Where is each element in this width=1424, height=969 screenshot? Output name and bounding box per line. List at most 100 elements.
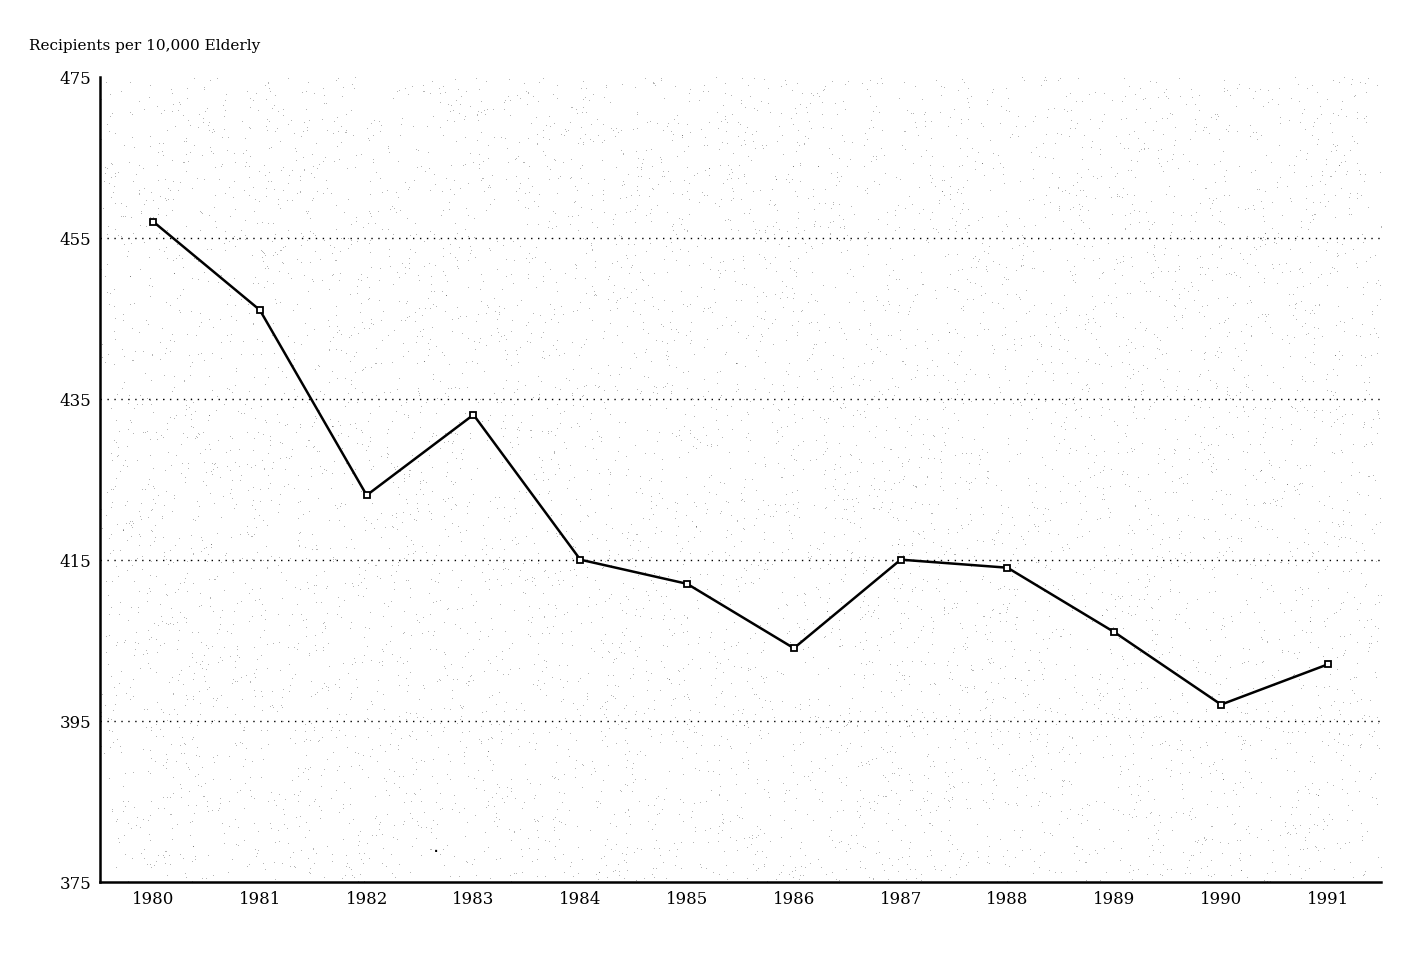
Point: [598, 465, 621, 481]
Point: [1347, 784, 1370, 799]
Point: [1129, 793, 1152, 808]
Point: [953, 222, 975, 237]
Point: [1136, 467, 1159, 483]
Point: [1269, 116, 1292, 132]
Point: [400, 627, 423, 642]
Point: [245, 662, 268, 677]
Point: [866, 598, 889, 613]
Point: [420, 269, 443, 285]
Point: [1350, 536, 1373, 551]
Point: [1297, 660, 1320, 675]
Point: [617, 167, 639, 182]
Point: [1149, 815, 1172, 830]
Point: [420, 557, 443, 573]
Point: [812, 83, 834, 99]
Point: [322, 266, 345, 282]
Point: [1142, 239, 1165, 255]
Point: [696, 502, 719, 517]
Point: [611, 624, 634, 640]
Point: [346, 327, 369, 342]
Point: [577, 533, 600, 548]
Point: [782, 159, 805, 174]
Point: [478, 451, 501, 466]
Point: [1153, 241, 1176, 257]
Point: [225, 641, 248, 657]
Point: [951, 179, 974, 195]
Point: [1222, 817, 1245, 832]
Point: [460, 472, 483, 487]
Point: [994, 795, 1017, 810]
Point: [1025, 603, 1048, 618]
Point: [886, 513, 909, 528]
Point: [1011, 761, 1034, 776]
Point: [1367, 621, 1390, 637]
Point: [864, 703, 887, 719]
Point: [685, 519, 708, 535]
Point: [799, 86, 822, 102]
Point: [617, 592, 639, 608]
Point: [649, 317, 672, 332]
Point: [1128, 512, 1151, 527]
Point: [665, 253, 688, 268]
Point: [1304, 786, 1327, 801]
Point: [938, 812, 961, 828]
Point: [1255, 309, 1277, 325]
Point: [725, 357, 748, 372]
Point: [202, 604, 225, 619]
Point: [1230, 325, 1253, 340]
Point: [607, 678, 629, 694]
Point: [373, 385, 396, 400]
Point: [308, 359, 330, 374]
Point: [488, 532, 511, 547]
Point: [665, 564, 688, 579]
Point: [1326, 682, 1349, 698]
Point: [1030, 654, 1052, 670]
Point: [550, 507, 572, 522]
Point: [1294, 179, 1317, 195]
Point: [533, 652, 555, 668]
Point: [881, 510, 904, 525]
Point: [805, 782, 827, 797]
Point: [988, 580, 1011, 596]
Point: [1141, 804, 1163, 820]
Point: [733, 494, 756, 510]
Point: [1276, 477, 1299, 492]
Point: [494, 561, 517, 577]
Point: [1115, 445, 1138, 460]
Point: [580, 360, 602, 376]
Point: [393, 474, 416, 489]
Point: [816, 411, 839, 426]
Point: [1294, 522, 1317, 538]
Point: [382, 829, 404, 845]
Point: [900, 546, 923, 561]
Point: [1183, 124, 1206, 140]
Point: [283, 334, 306, 350]
Point: [1002, 709, 1025, 725]
Point: [500, 636, 523, 651]
Point: [373, 770, 396, 786]
Point: [315, 97, 337, 112]
Point: [219, 309, 242, 325]
Point: [938, 541, 961, 556]
Point: [165, 641, 188, 657]
Point: [437, 389, 460, 404]
Point: [262, 636, 285, 651]
Point: [112, 635, 135, 650]
Point: [1014, 594, 1037, 610]
Point: [271, 690, 293, 705]
Point: [926, 739, 948, 755]
Point: [1250, 306, 1273, 322]
Point: [302, 159, 325, 174]
Point: [1209, 345, 1232, 360]
Point: [1075, 855, 1098, 870]
Point: [383, 581, 406, 597]
Point: [624, 202, 646, 217]
Point: [812, 785, 834, 800]
Point: [689, 280, 712, 296]
Point: [335, 706, 357, 722]
Point: [1253, 271, 1276, 287]
Point: [597, 557, 619, 573]
Point: [251, 597, 273, 612]
Point: [105, 387, 128, 402]
Point: [1109, 764, 1132, 779]
